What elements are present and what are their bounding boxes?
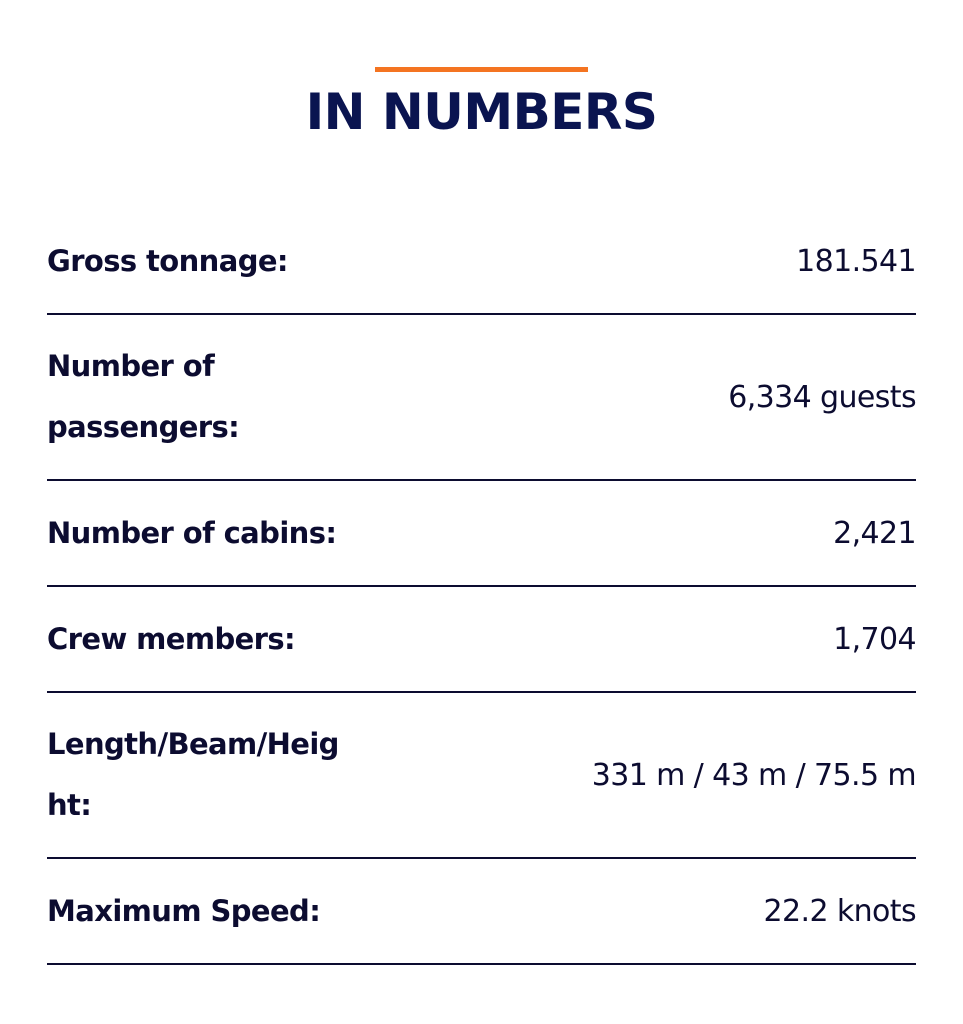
spec-row-crew: Crew members: 1,704 bbox=[47, 587, 917, 693]
section-title: IN NUMBERS bbox=[305, 83, 658, 141]
spec-row-dimensions: Length/Beam/Height: 331 m / 43 m / 75.5 … bbox=[47, 693, 917, 859]
spec-row-cabins: Number of cabins: 2,421 bbox=[47, 481, 917, 587]
spec-label: Number of cabins: bbox=[47, 515, 337, 550]
spec-label: Crew members: bbox=[47, 621, 296, 656]
specs-table: Gross tonnage: 181.541 Number of passeng… bbox=[47, 209, 917, 965]
accent-bar bbox=[375, 67, 588, 72]
spec-value: 6,334 guests bbox=[728, 379, 916, 415]
spec-label: Maximum Speed: bbox=[47, 893, 321, 928]
spec-row-gross-tonnage: Gross tonnage: 181.541 bbox=[47, 209, 917, 315]
spec-value: 22.2 knots bbox=[763, 893, 917, 929]
spec-row-max-speed: Maximum Speed: 22.2 knots bbox=[47, 859, 917, 965]
spec-label: Number of passengers: bbox=[47, 349, 240, 444]
spec-value: 181.541 bbox=[796, 243, 916, 279]
spec-row-passengers: Number of passengers: 6,334 guests bbox=[47, 315, 917, 481]
spec-value: 1,704 bbox=[833, 621, 916, 657]
spec-value: 331 m / 43 m / 75.5 m bbox=[591, 757, 917, 793]
spec-label: Length/Beam/Height: bbox=[47, 727, 339, 822]
spec-label: Gross tonnage: bbox=[47, 243, 289, 278]
spec-value: 2,421 bbox=[833, 515, 916, 551]
